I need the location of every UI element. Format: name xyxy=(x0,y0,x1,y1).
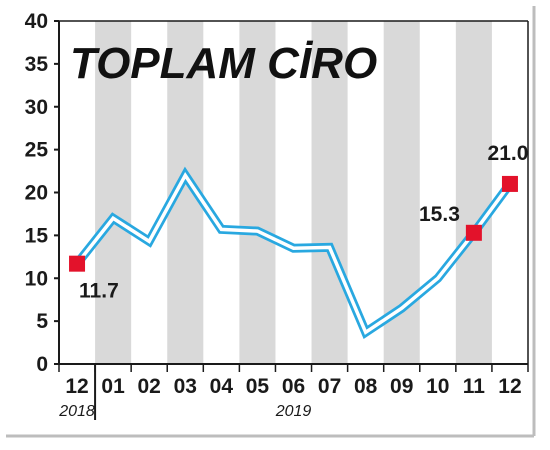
band-layer xyxy=(95,21,492,364)
y-tick-label: 40 xyxy=(25,10,48,33)
data-point-marker xyxy=(465,224,482,241)
y-tick-label: 20 xyxy=(25,182,48,205)
x-tick-label: 08 xyxy=(354,375,378,398)
x-tick-label: 09 xyxy=(390,375,413,398)
y-tick-label: 25 xyxy=(25,139,49,162)
year-label: 2018 xyxy=(58,403,95,420)
y-tick-label: 0 xyxy=(36,353,48,376)
series-line-inner xyxy=(75,171,512,335)
x-tick-label: 11 xyxy=(463,375,486,398)
year-label: 2019 xyxy=(275,403,312,420)
grid-band xyxy=(455,21,492,364)
data-point-marker xyxy=(501,175,518,192)
x-tick-label: 02 xyxy=(138,375,161,398)
x-tick-label: 03 xyxy=(174,375,197,398)
y-tick-label: 15 xyxy=(25,224,49,247)
data-label: 21.0 xyxy=(488,142,529,165)
x-tick-label: 07 xyxy=(318,375,341,398)
x-tick-label: 04 xyxy=(210,375,234,398)
y-tick-label: 5 xyxy=(36,310,48,333)
data-label: 11.7 xyxy=(79,280,119,303)
label-layer: 11.7 15.3 21.0 xyxy=(69,142,528,303)
data-label: 15.3 xyxy=(419,203,460,226)
x-tick-label: 12 xyxy=(65,375,88,398)
data-point-marker xyxy=(69,255,86,272)
y-tick-label: 35 xyxy=(25,53,49,76)
grid-band xyxy=(239,21,276,364)
x-tick-label: 12 xyxy=(498,375,521,398)
x-tick-label: 10 xyxy=(426,375,449,398)
chart-title: TOPLAM CİRO xyxy=(70,39,377,88)
grid-band xyxy=(95,21,132,364)
y-tick-label: 30 xyxy=(25,96,48,119)
x-tick-label: 06 xyxy=(282,375,305,398)
series-layer xyxy=(73,166,514,340)
x-tick-label: 05 xyxy=(246,375,270,398)
grid-band xyxy=(311,21,348,364)
x-tick-label: 01 xyxy=(101,375,125,398)
y-tick-label: 10 xyxy=(25,267,48,290)
